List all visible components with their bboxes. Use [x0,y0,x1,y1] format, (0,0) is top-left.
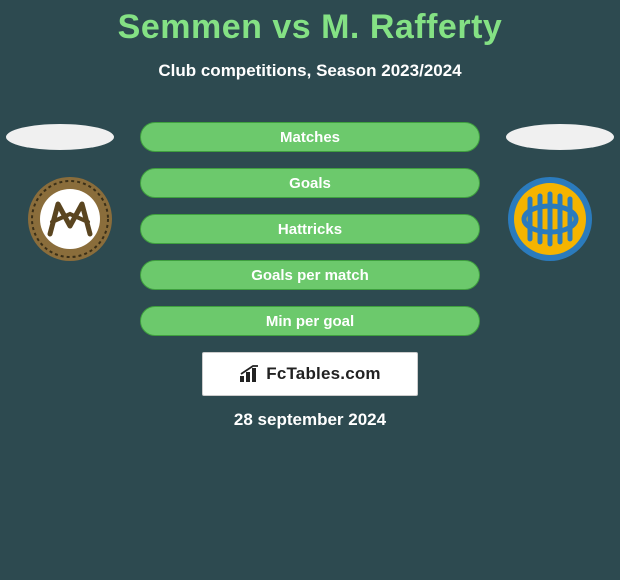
club-logo-left [20,174,120,264]
branding-text: FcTables.com [266,364,381,384]
stat-bar-hattricks: Hattricks [140,214,480,244]
stat-bar-matches: Matches [140,122,480,152]
stat-bar-label: Min per goal [266,313,354,330]
bar-chart-icon [239,365,261,383]
branding-badge: FcTables.com [202,352,418,396]
stat-bar-label: Hattricks [278,221,342,238]
stat-bars-container: Matches Goals Hattricks Goals per match … [140,122,480,352]
stat-bar-min-per-goal: Min per goal [140,306,480,336]
date-label: 28 september 2024 [0,410,620,430]
player-photo-placeholder-right [506,124,614,150]
stat-bar-label: Goals per match [251,267,369,284]
club-crest-right-icon [500,174,600,264]
page-subtitle: Club competitions, Season 2023/2024 [0,61,620,81]
player-photo-placeholder-left [6,124,114,150]
stat-bar-goals-per-match: Goals per match [140,260,480,290]
stat-bar-label: Matches [280,129,340,146]
stat-bar-goals: Goals [140,168,480,198]
stat-bar-label: Goals [289,175,331,192]
club-crest-left-icon [20,174,120,264]
page-title: Semmen vs M. Rafferty [0,0,620,47]
club-logo-right [500,174,600,264]
